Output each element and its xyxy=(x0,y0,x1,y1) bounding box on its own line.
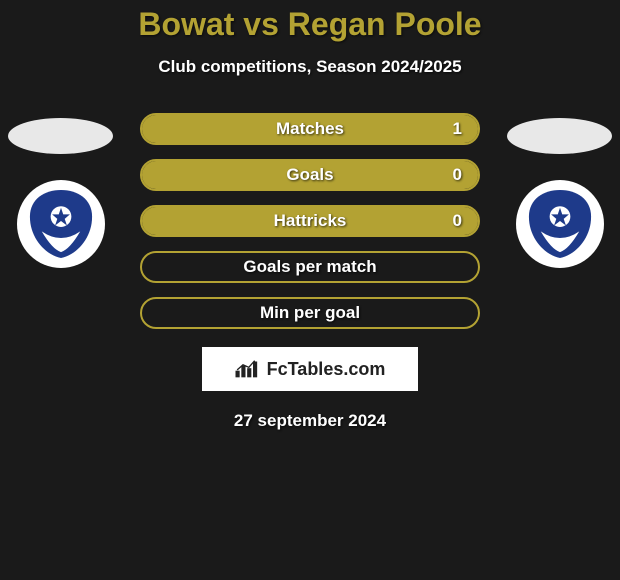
page-title: Bowat vs Regan Poole xyxy=(138,6,481,43)
subtitle: Club competitions, Season 2024/2025 xyxy=(158,57,461,77)
bar-chart-icon xyxy=(235,359,261,379)
stat-label: Min per goal xyxy=(260,303,360,323)
stat-right-value: 0 xyxy=(450,211,462,231)
crest-icon xyxy=(24,187,98,261)
branding-text: FcTables.com xyxy=(267,359,386,380)
stat-row-goals-per-match: Goals per match xyxy=(140,251,480,283)
stat-label: Matches xyxy=(276,119,344,139)
crest-icon xyxy=(523,187,597,261)
stats-list: Matches 1 Goals 0 Hattricks 0 Goals per … xyxy=(140,113,480,329)
comparison-card: Bowat vs Regan Poole Club competitions, … xyxy=(0,0,620,580)
right-club-crest xyxy=(516,180,604,268)
stat-label: Goals xyxy=(286,165,333,185)
left-player-column xyxy=(8,118,113,268)
stat-row-min-per-goal: Min per goal xyxy=(140,297,480,329)
stat-right-value: 1 xyxy=(450,119,462,139)
right-player-column xyxy=(507,118,612,268)
stat-row-matches: Matches 1 xyxy=(140,113,480,145)
stat-row-hattricks: Hattricks 0 xyxy=(140,205,480,237)
right-player-avatar xyxy=(507,118,612,154)
left-player-avatar xyxy=(8,118,113,154)
snapshot-date: 27 september 2024 xyxy=(234,411,386,431)
left-club-crest xyxy=(17,180,105,268)
stat-label: Hattricks xyxy=(274,211,347,231)
stat-right-value: 0 xyxy=(450,165,462,185)
branding-banner[interactable]: FcTables.com xyxy=(202,347,418,391)
stat-row-goals: Goals 0 xyxy=(140,159,480,191)
stat-label: Goals per match xyxy=(243,257,376,277)
